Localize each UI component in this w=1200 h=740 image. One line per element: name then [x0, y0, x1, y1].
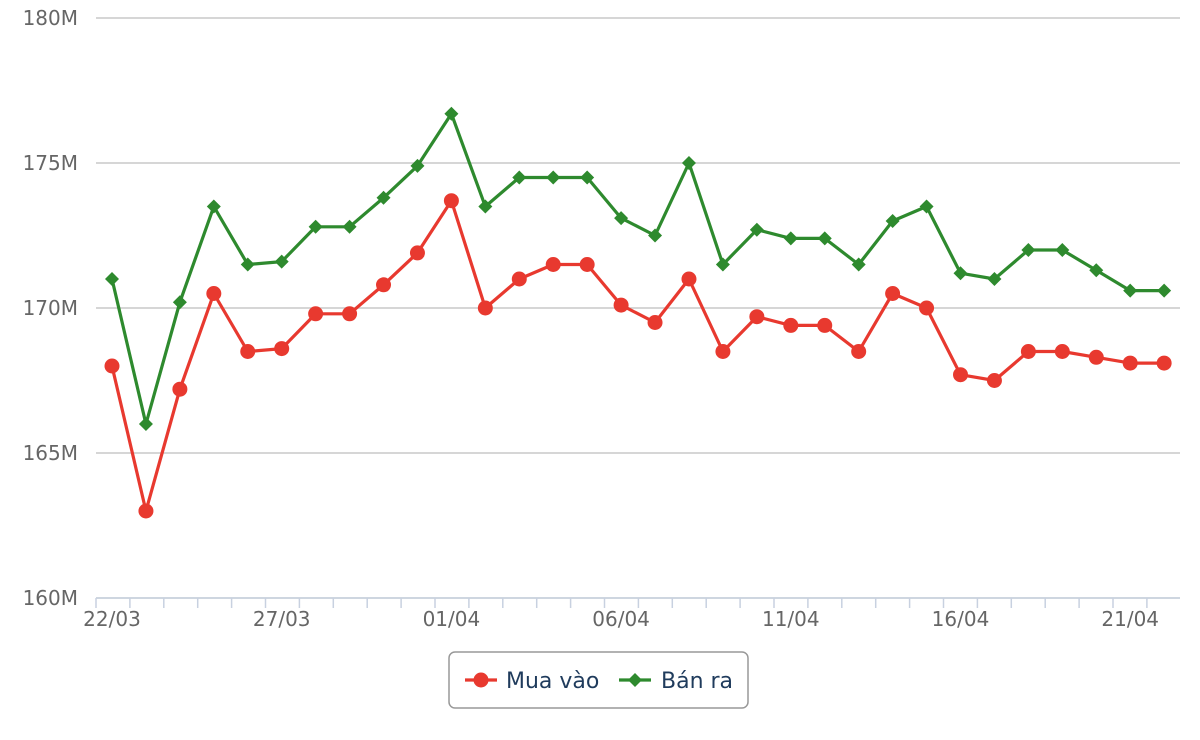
- data-point[interactable]: [885, 214, 900, 228]
- data-point[interactable]: [919, 300, 935, 316]
- data-point[interactable]: [308, 219, 323, 234]
- data-point[interactable]: [648, 228, 663, 243]
- data-point[interactable]: [987, 272, 1002, 286]
- x-tick-label: 22/03: [83, 607, 141, 631]
- data-point[interactable]: [478, 199, 493, 214]
- y-tick-label: 180M: [23, 6, 78, 30]
- data-point[interactable]: [953, 266, 968, 281]
- data-point[interactable]: [1020, 344, 1036, 359]
- data-point[interactable]: [1122, 355, 1138, 371]
- data-point[interactable]: [409, 245, 425, 261]
- data-point[interactable]: [783, 317, 799, 333]
- x-axis: 22/03 27/03 01/04 06/04 11/04 16/04 21/04: [83, 597, 1180, 631]
- data-point[interactable]: [206, 286, 222, 301]
- series-ban-ra: [105, 106, 1172, 431]
- data-point[interactable]: [986, 373, 1002, 388]
- data-point[interactable]: [1157, 283, 1172, 298]
- data-point[interactable]: [1156, 355, 1172, 371]
- series-line: [110, 199, 1165, 513]
- data-point[interactable]: [104, 358, 120, 374]
- data-point[interactable]: [105, 272, 119, 286]
- data-point[interactable]: [546, 170, 561, 185]
- data-point[interactable]: [749, 222, 764, 237]
- data-point[interactable]: [580, 170, 595, 185]
- data-point[interactable]: [715, 344, 731, 359]
- y-axis: 160M 165M 170M 175M 180M: [23, 6, 78, 610]
- data-point[interactable]: [613, 297, 629, 313]
- data-point[interactable]: [1054, 344, 1070, 359]
- legend-item-ban-ra[interactable]: Bán ra: [619, 669, 733, 694]
- data-point[interactable]: [512, 170, 527, 185]
- data-point[interactable]: [817, 231, 832, 246]
- data-point[interactable]: [477, 300, 493, 316]
- data-point[interactable]: [274, 341, 290, 357]
- data-point[interactable]: [545, 257, 561, 272]
- y-tick-label: 160M: [23, 586, 78, 610]
- grid-lines: [96, 17, 1180, 599]
- x-tick-label: 11/04: [762, 607, 820, 631]
- legend-box: [448, 651, 749, 709]
- data-point[interactable]: [240, 344, 256, 359]
- series-line: [110, 112, 1165, 426]
- data-point[interactable]: [410, 158, 425, 173]
- data-point[interactable]: [953, 367, 968, 383]
- data-point[interactable]: [851, 257, 866, 272]
- data-point[interactable]: [308, 306, 324, 322]
- data-point[interactable]: [172, 295, 187, 310]
- x-tick-label: 06/04: [592, 607, 650, 631]
- legend-marker-diamond: [628, 673, 642, 687]
- legend-item-mua-vao[interactable]: Mua vào: [465, 669, 599, 694]
- x-tick-label: 01/04: [423, 607, 481, 631]
- y-tick-label: 170M: [23, 296, 78, 320]
- legend-label: Mua vào: [506, 669, 599, 694]
- data-point[interactable]: [376, 190, 391, 205]
- data-point[interactable]: [172, 381, 188, 397]
- data-point[interactable]: [342, 219, 357, 234]
- data-point[interactable]: [443, 193, 459, 209]
- x-tick-label: 21/04: [1101, 607, 1159, 631]
- data-point[interactable]: [1055, 243, 1070, 257]
- data-point[interactable]: [1123, 283, 1138, 298]
- series-mua-vao: [104, 193, 1172, 519]
- data-point[interactable]: [511, 271, 527, 287]
- data-point[interactable]: [138, 417, 153, 431]
- x-tick-label: 27/03: [253, 607, 311, 631]
- x-tick-label: 16/04: [932, 607, 990, 631]
- data-point[interactable]: [919, 199, 934, 214]
- data-point[interactable]: [614, 211, 629, 226]
- data-point[interactable]: [885, 286, 901, 301]
- y-tick-label: 175M: [23, 151, 78, 175]
- data-point[interactable]: [444, 106, 459, 121]
- data-point[interactable]: [1088, 349, 1104, 365]
- data-point[interactable]: [1089, 263, 1104, 278]
- data-point[interactable]: [647, 315, 663, 330]
- series-group: [104, 106, 1172, 519]
- data-point[interactable]: [749, 309, 765, 325]
- data-point[interactable]: [1021, 243, 1036, 257]
- data-point[interactable]: [138, 503, 154, 519]
- data-point[interactable]: [342, 306, 358, 322]
- data-point[interactable]: [851, 344, 867, 359]
- data-point[interactable]: [681, 271, 697, 287]
- data-point[interactable]: [206, 199, 221, 214]
- data-point[interactable]: [681, 156, 696, 170]
- data-point[interactable]: [783, 231, 798, 246]
- legend-label: Bán ra: [661, 669, 733, 694]
- data-point[interactable]: [817, 317, 833, 333]
- legend[interactable]: Mua vào Bán ra: [448, 651, 749, 709]
- y-tick-label: 165M: [23, 441, 78, 465]
- legend-marker-circle: [473, 672, 489, 688]
- data-point[interactable]: [240, 257, 255, 272]
- data-point[interactable]: [579, 257, 595, 272]
- data-point[interactable]: [376, 277, 392, 293]
- data-point[interactable]: [274, 254, 289, 269]
- data-point[interactable]: [715, 257, 730, 272]
